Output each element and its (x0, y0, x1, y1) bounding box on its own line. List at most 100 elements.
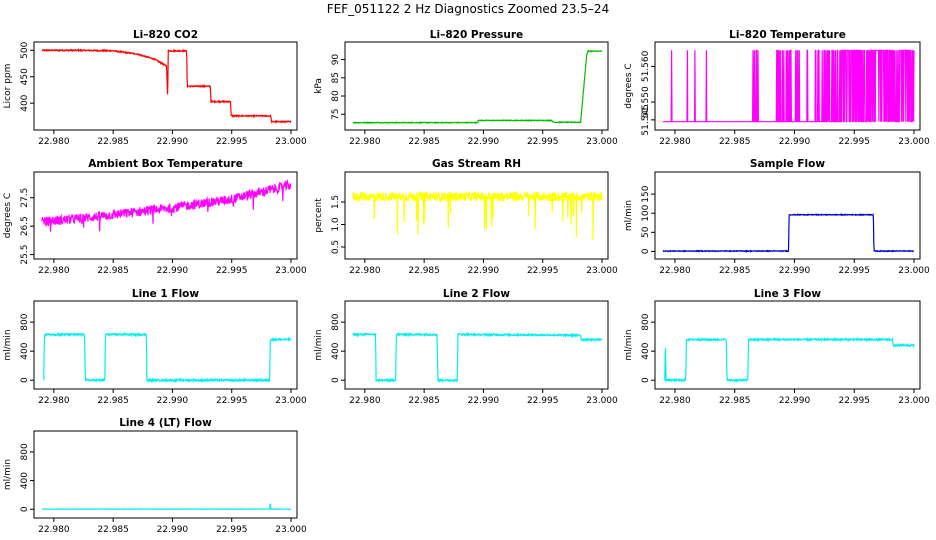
panel-7: Line 1 Flow ml/min 22.980 22.985 22.990 22.99… (3, 288, 307, 406)
x-tick-label: 22.995 (216, 525, 248, 535)
x-tick-label: 22.990 (468, 396, 500, 406)
y-axis-label: kPa (314, 78, 324, 94)
x-tick-label: 22.990 (157, 396, 189, 406)
x-tick-label: 22.985 (97, 525, 129, 535)
x-tick-label: 22.995 (216, 137, 248, 147)
y-tick-label: 80 (331, 90, 341, 102)
x-tick-label: 23.000 (586, 137, 618, 147)
panel-title: Gas Stream RH (432, 158, 521, 170)
y-tick-label: 400 (20, 94, 30, 111)
panel-title: Line 4 (LT) Flow (119, 417, 212, 429)
x-tick-label: 22.990 (157, 525, 189, 535)
x-tick-label: 22.985 (408, 137, 440, 147)
x-tick-label: 22.990 (779, 396, 811, 406)
figure-title: FEF_051122 2 Hz Diagnostics Zoomed 23.5–… (326, 2, 610, 16)
plot-frame (344, 300, 609, 390)
y-axis-label: ml/min (314, 329, 324, 360)
x-tick-label: 22.995 (527, 266, 559, 276)
x-tick-label: 22.990 (157, 137, 189, 147)
y-axis-label: ml/min (624, 329, 634, 360)
x-tick-label: 22.985 (719, 137, 751, 147)
x-tick-label: 23.000 (898, 396, 930, 406)
x-tick-label: 22.985 (408, 266, 440, 276)
x-tick-label: 23.000 (586, 396, 618, 406)
x-tick-label: 22.995 (527, 396, 559, 406)
y-axis-label: degrees C (3, 193, 13, 238)
y-tick-label: 1.0 (331, 217, 341, 232)
x-tick-label: 22.995 (216, 396, 248, 406)
x-tick-label: 22.990 (779, 137, 811, 147)
panel-title: Li–820 CO2 (133, 29, 198, 41)
series-line (43, 331, 292, 384)
panel-4: Ambient Box Temperature degrees C 22.980 22… (3, 158, 307, 276)
y-axis-label: ml/min (624, 200, 634, 231)
y-tick-label: 0 (641, 377, 651, 383)
series-line (664, 336, 915, 384)
series-line (663, 49, 915, 123)
y-tick-label: 800 (20, 443, 30, 460)
panel-title: Li–820 Temperature (729, 29, 846, 41)
panel-title: Ambient Box Temperature (88, 158, 243, 170)
x-tick-label: 22.995 (838, 396, 870, 406)
y-axis-label: degrees C (624, 63, 634, 108)
plot-frame (654, 41, 921, 131)
x-tick-label: 22.995 (527, 137, 559, 147)
y-tick-label: 0 (331, 377, 341, 383)
panel-title: Line 1 Flow (132, 288, 199, 300)
series-line (352, 49, 603, 125)
panel-title: Line 2 Flow (443, 288, 510, 300)
y-axis-label: ml/min (3, 329, 13, 360)
x-tick-label: 23.000 (586, 266, 618, 276)
y-tick-label: 1.5 (331, 195, 341, 209)
plot-frame (33, 41, 298, 131)
panel-5: Gas Stream RH percent 22.980 22.985 22.990 22… (314, 158, 618, 276)
y-tick-label: 0 (20, 377, 30, 383)
panel-8: Line 2 Flow ml/min 22.980 22.985 22.990 22.99… (314, 288, 618, 406)
plot-frame (654, 300, 921, 390)
series-line (662, 213, 915, 253)
y-tick-label: 150 (641, 185, 651, 202)
x-tick-label: 22.980 (38, 525, 70, 535)
x-tick-label: 22.980 (38, 137, 70, 147)
x-tick-label: 22.980 (38, 266, 70, 276)
panel-10: Line 4 (LT) Flow ml/min 22.980 22.985 22.990… (3, 417, 307, 535)
y-tick-label: 500 (20, 41, 30, 58)
y-tick-label: 0 (20, 506, 30, 512)
series-line (41, 47, 292, 124)
plot-frame (33, 430, 298, 519)
y-tick-label: 75 (331, 109, 341, 120)
x-tick-label: 22.985 (408, 396, 440, 406)
series-line (41, 503, 292, 511)
y-tick-label: 400 (20, 472, 30, 489)
x-tick-label: 22.980 (349, 266, 381, 276)
x-tick-label: 22.990 (468, 266, 500, 276)
x-tick-label: 22.990 (157, 266, 189, 276)
y-tick-label: 100 (641, 204, 651, 221)
panel-title: Sample Flow (750, 158, 825, 170)
series-line (41, 178, 292, 232)
y-tick-label: 450 (20, 68, 30, 85)
x-tick-label: 22.985 (719, 266, 751, 276)
panel-9: Line 3 Flow ml/min 22.980 22.985 22.990 22.99… (624, 288, 930, 406)
x-tick-label: 23.000 (275, 525, 307, 535)
y-tick-label: 800 (331, 313, 341, 330)
y-tick-label: 25.5 (20, 245, 30, 265)
x-tick-label: 22.995 (838, 266, 870, 276)
y-axis-label: percent (314, 198, 324, 233)
x-tick-label: 22.980 (659, 396, 691, 406)
y-tick-label: 51.550 (641, 86, 651, 118)
plot-frame (344, 41, 609, 131)
y-tick-label: 90 (331, 54, 341, 66)
x-tick-label: 22.980 (349, 137, 381, 147)
y-axis-label: ml/min (3, 459, 13, 490)
plot-frame (654, 171, 921, 260)
x-tick-label: 22.985 (97, 396, 129, 406)
x-tick-label: 23.000 (275, 266, 307, 276)
x-tick-label: 22.980 (38, 396, 70, 406)
y-axis-label: Licor ppm (3, 64, 13, 109)
y-tick-label: 400 (641, 342, 651, 359)
y-tick-label: 50 (641, 226, 651, 238)
x-tick-label: 22.985 (719, 396, 751, 406)
y-tick-label: 0.5 (331, 240, 341, 254)
y-tick-label: 85 (331, 72, 341, 83)
